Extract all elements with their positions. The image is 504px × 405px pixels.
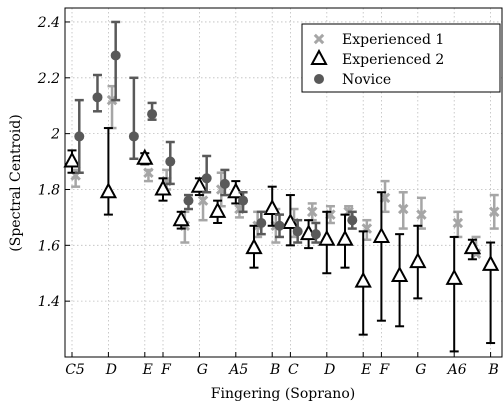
x-tick-label: B xyxy=(269,362,280,378)
novice-point xyxy=(347,215,358,226)
novice-point xyxy=(219,178,230,189)
experienced-2-point xyxy=(336,229,354,246)
experienced-2-point xyxy=(63,151,81,168)
y-tick-label: 2.2 xyxy=(37,71,60,87)
novice-point xyxy=(238,195,249,206)
x-tick-label: A5 xyxy=(227,362,248,378)
novice-point xyxy=(201,173,212,184)
experienced-2-point xyxy=(445,268,463,285)
plot-frame xyxy=(64,7,503,358)
legend-label: Novice xyxy=(342,72,391,88)
experienced-2-errorbar xyxy=(103,127,113,216)
novice-point xyxy=(256,217,267,228)
novice-errorbar xyxy=(111,20,121,102)
experienced-2-point xyxy=(190,176,209,193)
x-tick-label: E xyxy=(142,362,153,378)
experienced-2-point xyxy=(390,265,409,283)
experienced-2-point xyxy=(372,226,391,243)
x-tick-label: C xyxy=(288,362,299,378)
y-tick-label: 2.4 xyxy=(37,15,60,31)
y-tick-label: 1.8 xyxy=(38,182,60,198)
novice-point xyxy=(128,131,139,142)
experienced-2-point xyxy=(481,254,500,271)
novice-point xyxy=(274,220,285,231)
experienced-2-point xyxy=(172,210,190,227)
experienced-2-errorbar xyxy=(449,235,459,353)
experienced-2-errorbar xyxy=(376,191,386,322)
legend-marker-2 xyxy=(310,48,328,65)
experienced-2-point xyxy=(318,229,336,246)
experienced-2-point xyxy=(136,148,154,165)
x-tick-label: C5 xyxy=(65,362,85,378)
y-tick-label: 1.6 xyxy=(38,238,60,254)
experienced-1-point xyxy=(306,206,318,218)
data-series xyxy=(63,20,500,353)
experienced-1-point xyxy=(452,217,464,229)
experienced-1-point xyxy=(488,206,500,218)
novice-point xyxy=(292,226,303,237)
experienced-2-point xyxy=(263,198,281,216)
x-tick-label: A6 xyxy=(446,362,467,378)
experienced-1-point xyxy=(416,209,427,220)
experienced-2-point xyxy=(245,238,263,255)
novice-point xyxy=(74,131,85,142)
experienced-2-point xyxy=(154,179,172,196)
experienced-2-point xyxy=(409,251,427,269)
novice-point xyxy=(310,229,321,240)
experienced-2-point xyxy=(463,238,482,255)
experienced-1-point xyxy=(197,195,209,206)
y-axis-label: (Spectral Centroid) xyxy=(8,114,24,251)
legend-label: Experienced 1 xyxy=(342,32,444,48)
x-tick-label: B xyxy=(487,362,498,378)
x-tick-label: D xyxy=(323,362,335,378)
x-tick-label: F xyxy=(160,362,172,378)
novice-point xyxy=(147,109,158,120)
experienced-1-point xyxy=(143,167,154,178)
legend: Experienced 1 Experienced 2 Novice xyxy=(301,23,501,93)
novice-errorbar xyxy=(129,76,139,161)
x-tick-label: G xyxy=(197,362,208,378)
experienced-2-point xyxy=(208,201,227,218)
x-tick-label: F xyxy=(379,362,391,378)
x-tick-label: E xyxy=(360,362,371,378)
novice-point xyxy=(92,92,103,103)
novice-point xyxy=(165,156,176,167)
novice-point xyxy=(110,50,121,61)
y-tick-label: 2 xyxy=(50,127,60,143)
x-ticks: C5 D E F G A5 B C D E F G A6 B xyxy=(65,352,499,378)
y-ticks: 1.4 1.6 1.8 2 2.2 2.4 xyxy=(37,15,70,310)
legend-marker-1 xyxy=(313,33,325,45)
experienced-1-point xyxy=(397,203,409,215)
x-axis-label: Fingering (Soprano) xyxy=(211,386,355,402)
experienced-2-point xyxy=(281,212,300,229)
legend-box xyxy=(301,23,501,93)
experienced-2-point xyxy=(99,182,118,199)
x-tick-label: G xyxy=(415,362,426,378)
experienced-2-point xyxy=(354,271,372,288)
y-tick-label: 1.4 xyxy=(38,294,60,310)
experienced-2-point xyxy=(227,182,245,199)
legend-marker-3 xyxy=(314,74,324,84)
x-tick-label: D xyxy=(105,362,117,378)
novice-point xyxy=(183,195,194,206)
legend-label: Experienced 2 xyxy=(342,52,444,68)
